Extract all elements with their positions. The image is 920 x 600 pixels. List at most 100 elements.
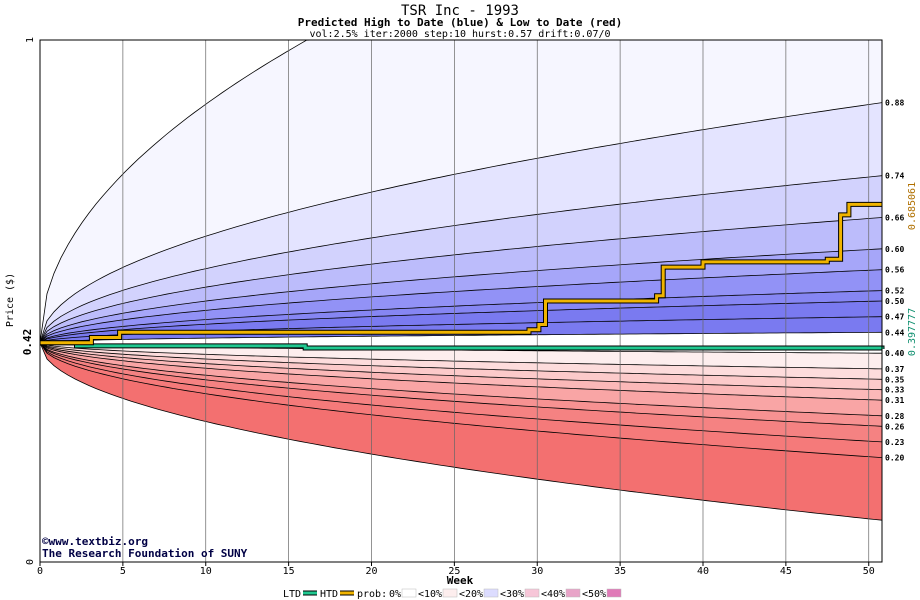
low-band-6 [40, 342, 882, 442]
band-boundary-14 [39, 342, 883, 401]
band-boundary-1 [39, 102, 883, 343]
legend-swatch-2 [483, 588, 499, 598]
credit-site: www.textbiz.org [49, 535, 148, 548]
x-axis-label: Week [447, 574, 474, 587]
probability-bands [39, 39, 883, 562]
x-tick-label-0: 0 [37, 566, 43, 577]
x-tick-label-35: 35 [614, 566, 626, 577]
high-band-3 [40, 217, 882, 343]
axes: 0 5 10 15 20 25 30 35 40 45 50 0 1 [25, 37, 883, 577]
legend-swatch-5 [606, 588, 622, 598]
x-tick-label-15: 15 [283, 566, 295, 577]
level-label-6: 0.50 [885, 297, 904, 306]
chart-subtitle: Predicted High to Date (blue) & Low to D… [298, 16, 623, 29]
low-band-1 [40, 342, 882, 380]
level-label-13: 0.31 [885, 396, 904, 405]
level-label-7: 0.47 [885, 313, 904, 322]
legend-item-label-4: <40% [541, 589, 565, 600]
chart-title: TSR Inc - 1993 [401, 3, 519, 19]
ltd-end-label: 0.397777 [907, 308, 918, 356]
htd-end-label: 0.685061 [907, 182, 918, 230]
legend-item-label-3: <30% [500, 589, 524, 600]
x-tick-label-10: 10 [200, 566, 212, 577]
params-line: vol:2.5% iter:2000 step:10 hurst:0.57 dr… [309, 29, 610, 40]
legend-swatch-4 [565, 588, 581, 598]
level-label-17: 0.20 [885, 454, 904, 463]
level-label-15: 0.26 [885, 422, 904, 431]
low-band-3 [40, 342, 882, 401]
level-label-0: 0.88 [885, 99, 904, 108]
low-band-2 [40, 342, 882, 390]
credit-block: ©www.textbiz.org The Research Foundation… [42, 535, 248, 560]
high-band-8 [40, 316, 882, 343]
level-label-9: 0.40 [885, 349, 904, 358]
level-label-11: 0.35 [885, 375, 904, 384]
legend-swatch-3 [524, 588, 540, 598]
start-price-label: 0.42 [21, 329, 34, 356]
x-tick-label-30: 30 [531, 566, 543, 577]
level-label-14: 0.28 [885, 412, 904, 421]
level-label-1: 0.74 [885, 172, 904, 181]
legend-ltd-label: LTD [283, 589, 301, 600]
x-tick-label-50: 50 [863, 566, 875, 577]
band-boundary-3 [39, 217, 883, 344]
legend-prob-prefix: prob: [357, 589, 387, 600]
high-band-7 [40, 301, 882, 343]
level-label-16: 0.23 [885, 438, 904, 447]
band-boundary-16 [39, 342, 883, 427]
band-boundary-19 [39, 342, 883, 521]
level-label-10: 0.37 [885, 365, 904, 374]
low-band-5 [40, 342, 882, 427]
credit-copyright: ©www.textbiz.org [42, 535, 148, 548]
grid-lines [122, 40, 870, 562]
credit-org: The Research Foundation of SUNY [42, 547, 248, 560]
x-tick-label-20: 20 [365, 566, 377, 577]
high-band-1 [40, 102, 882, 343]
high-band-6 [40, 290, 882, 343]
low-band-0 [40, 342, 882, 369]
legend-swatch-1 [442, 588, 458, 598]
high-band-2 [40, 175, 882, 343]
band-boundary-12 [39, 342, 883, 380]
low-band-8 [40, 342, 882, 521]
band-boundary-18 [39, 342, 883, 458]
band-boundary-7 [39, 300, 883, 344]
legend-htd-label: HTD [320, 589, 338, 600]
band-boundary-5 [39, 269, 883, 344]
low-band-4 [40, 342, 882, 416]
y-tick-label-0: 0 [25, 559, 36, 565]
x-tick-label-5: 5 [120, 566, 126, 577]
legend-item-label-5: <50% [582, 589, 606, 600]
band-boundary-11 [39, 342, 883, 370]
level-label-4: 0.56 [885, 266, 904, 275]
level-label-3: 0.60 [885, 245, 904, 254]
high-band-5 [40, 269, 882, 343]
legend-item-label-2: <20% [459, 589, 483, 600]
band-boundary-17 [39, 342, 883, 443]
band-boundary-4 [39, 248, 883, 344]
y-tick-label-1: 1 [25, 37, 36, 43]
legend-swatch-0 [401, 588, 417, 598]
band-boundary-15 [39, 342, 883, 417]
x-tick-label-25: 25 [448, 566, 460, 577]
x-tick-label-40: 40 [697, 566, 709, 577]
plot-frame [39, 39, 883, 563]
copyright-icon: © [42, 535, 49, 548]
band-boundary-9 [39, 331, 883, 344]
y-axis-label: Price ($) [5, 273, 16, 327]
band-boundary-13 [39, 342, 883, 391]
level-label-2: 0.66 [885, 213, 904, 222]
band-boundary-6 [39, 290, 883, 344]
level-labels: 0.88 0.74 0.66 0.60 0.56 0.520.50 0.47 0.44 0.40… [885, 99, 904, 463]
band-boundary-2 [39, 175, 883, 343]
legend: LTD HTD prob: 0% <10% <20% <30% <40% <50% [283, 588, 622, 600]
high-band-4 [40, 248, 882, 343]
legend-item-label-0: 0% [389, 589, 401, 600]
x-tick-label-45: 45 [780, 566, 792, 577]
level-label-8: 0.44 [885, 328, 904, 337]
level-label-5: 0.52 [885, 287, 904, 296]
high-band-0 [40, 40, 882, 343]
level-label-12: 0.33 [885, 386, 904, 395]
legend-item-label-1: <10% [418, 589, 442, 600]
